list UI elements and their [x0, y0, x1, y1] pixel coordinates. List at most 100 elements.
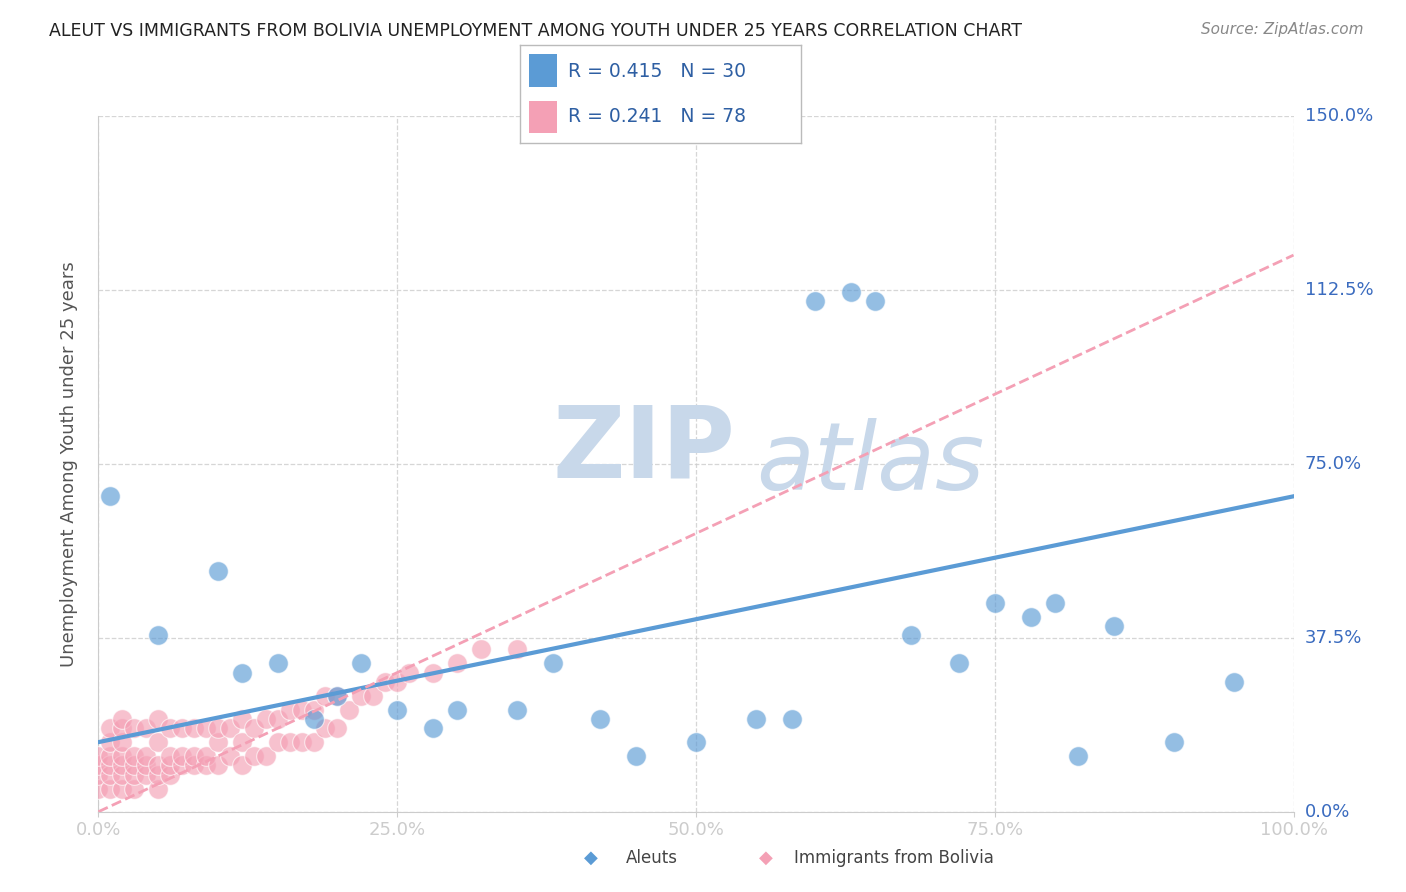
Point [98, 767, 122, 781]
Point [804, 294, 827, 309]
Point [315, 689, 337, 703]
Point [111, 758, 134, 772]
Point [326, 689, 349, 703]
Point [506, 642, 529, 657]
Point [350, 657, 373, 671]
Bar [529, 54, 557, 87]
Point [124, 758, 146, 772]
Point [111, 721, 134, 735]
Point [87, 781, 110, 796]
Point [87, 758, 110, 772]
Point [124, 767, 146, 781]
Point [385, 674, 409, 689]
Point [267, 735, 290, 749]
Point [231, 758, 253, 772]
Point [267, 657, 290, 671]
Point [219, 749, 242, 764]
Point [863, 294, 886, 309]
Point [111, 735, 134, 749]
Point [98, 489, 122, 503]
Point [207, 735, 229, 749]
Point [148, 628, 170, 642]
Point [780, 712, 803, 726]
Point [135, 767, 157, 781]
Point [1067, 749, 1090, 764]
Point [589, 712, 612, 726]
Point [148, 767, 170, 781]
Point [839, 285, 862, 300]
Point [172, 758, 194, 772]
Text: Immigrants from Bolivia: Immigrants from Bolivia [794, 849, 994, 867]
Point [900, 628, 922, 642]
Point [219, 721, 242, 735]
Point [624, 749, 647, 764]
Text: Aleuts: Aleuts [626, 849, 678, 867]
Point [1222, 674, 1246, 689]
Point [159, 721, 181, 735]
Point [745, 712, 768, 726]
Point [135, 758, 157, 772]
Point [506, 703, 529, 717]
Point [385, 703, 409, 717]
Point [207, 758, 229, 772]
Point [135, 749, 157, 764]
Point [290, 735, 312, 749]
Point [194, 758, 217, 772]
Point [326, 721, 349, 735]
Point [87, 767, 110, 781]
Point [398, 665, 420, 680]
Point [541, 657, 564, 671]
Point [111, 712, 134, 726]
Point [278, 703, 301, 717]
Point [1163, 735, 1185, 749]
Point [302, 712, 325, 726]
Point [948, 657, 970, 671]
Point [337, 703, 360, 717]
Y-axis label: Unemployment Among Youth under 25 years: Unemployment Among Youth under 25 years [59, 261, 77, 666]
Point [159, 767, 181, 781]
Point [111, 767, 134, 781]
Point [148, 712, 170, 726]
Point [267, 712, 290, 726]
Point [98, 758, 122, 772]
Point [194, 749, 217, 764]
Text: 75.0%: 75.0% [1305, 455, 1362, 473]
Point [470, 642, 492, 657]
Point [183, 758, 205, 772]
Point [87, 749, 110, 764]
Point [194, 721, 217, 735]
Text: Source: ZipAtlas.com: Source: ZipAtlas.com [1201, 22, 1364, 37]
Point [374, 674, 396, 689]
Point [446, 703, 468, 717]
Point [172, 721, 194, 735]
Point [124, 781, 146, 796]
Point [124, 721, 146, 735]
Point [98, 749, 122, 764]
Point [111, 749, 134, 764]
Point [231, 735, 253, 749]
Point [159, 758, 181, 772]
Text: 0.0%: 0.0% [1305, 803, 1350, 821]
Point [111, 781, 134, 796]
Point [350, 689, 373, 703]
Bar [529, 101, 557, 133]
Point [231, 712, 253, 726]
Point [98, 721, 122, 735]
Text: ◆: ◆ [759, 849, 773, 867]
Point [422, 721, 444, 735]
Point [326, 689, 349, 703]
Point [1102, 619, 1125, 633]
Text: atlas: atlas [756, 418, 984, 509]
Text: 112.5%: 112.5% [1305, 281, 1374, 299]
Text: R = 0.241   N = 78: R = 0.241 N = 78 [568, 107, 747, 126]
Point [159, 749, 181, 764]
Point [124, 749, 146, 764]
Point [172, 749, 194, 764]
Point [1043, 596, 1066, 610]
Text: ALEUT VS IMMIGRANTS FROM BOLIVIA UNEMPLOYMENT AMONG YOUTH UNDER 25 YEARS CORRELA: ALEUT VS IMMIGRANTS FROM BOLIVIA UNEMPLO… [49, 22, 1022, 40]
Point [315, 721, 337, 735]
Text: ◆: ◆ [583, 849, 598, 867]
Point [254, 712, 277, 726]
Point [183, 721, 205, 735]
Point [148, 735, 170, 749]
